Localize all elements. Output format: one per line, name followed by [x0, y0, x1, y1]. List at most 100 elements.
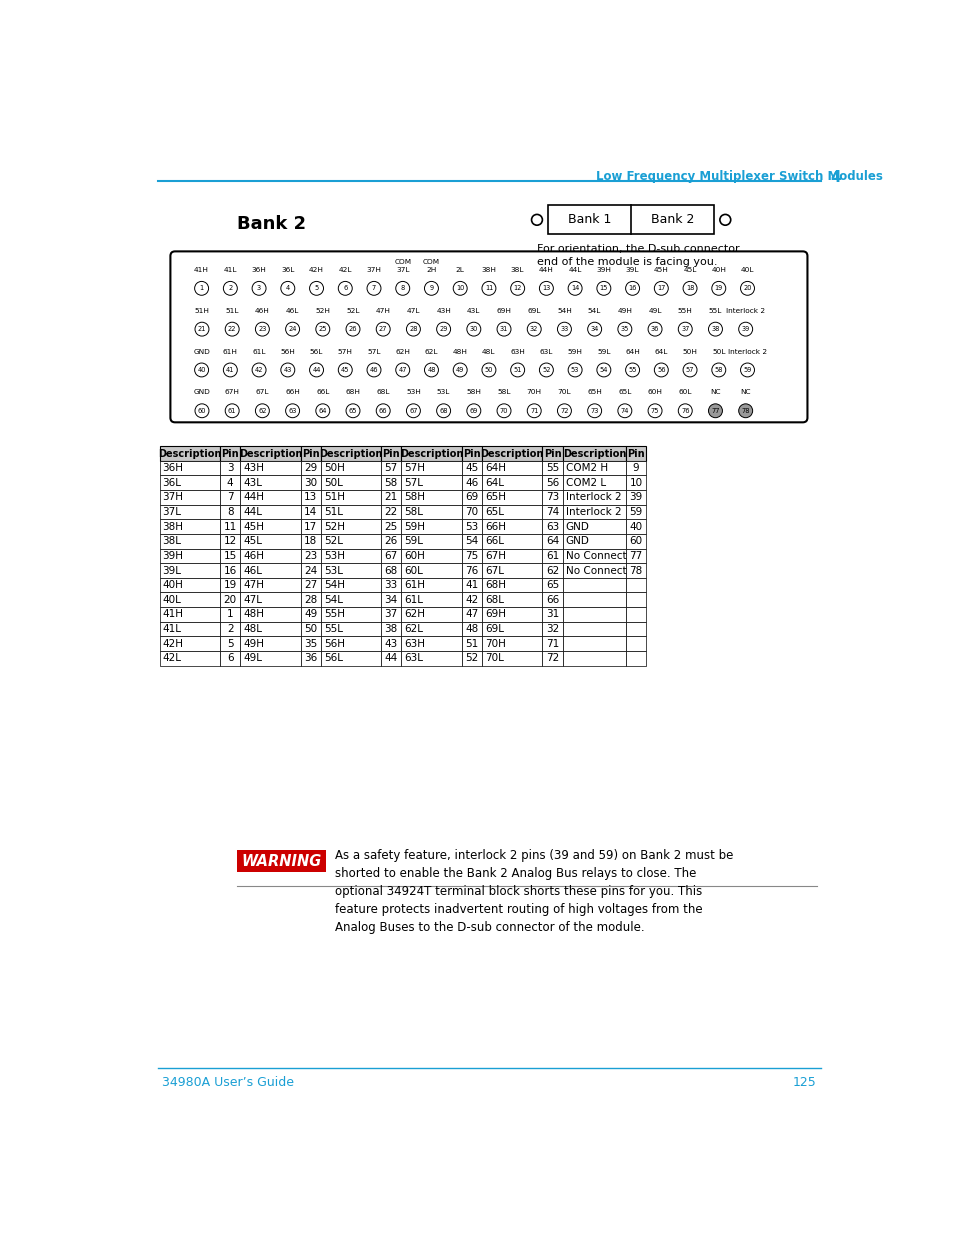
Text: 71: 71 — [545, 638, 558, 648]
Text: 66: 66 — [378, 408, 387, 414]
Circle shape — [285, 404, 299, 417]
Bar — [240, 651, 300, 666]
Bar — [159, 578, 220, 593]
Text: 47L: 47L — [406, 308, 419, 314]
Text: 73: 73 — [545, 493, 558, 503]
Text: Description: Description — [562, 448, 625, 458]
Text: 10: 10 — [629, 478, 642, 488]
Circle shape — [618, 404, 631, 417]
Bar — [220, 520, 240, 534]
Text: 42: 42 — [465, 595, 478, 605]
Text: 38L: 38L — [162, 536, 181, 546]
Bar — [461, 520, 481, 534]
Text: 60: 60 — [629, 536, 642, 546]
Bar — [625, 505, 645, 520]
Text: 49H: 49H — [617, 308, 632, 314]
Text: 67: 67 — [384, 551, 397, 561]
Text: 69: 69 — [465, 493, 478, 503]
Bar — [159, 505, 220, 520]
Text: GND: GND — [565, 521, 589, 531]
Text: 33: 33 — [559, 326, 568, 332]
Text: 40H: 40H — [162, 580, 183, 590]
Text: 43: 43 — [384, 638, 397, 648]
Text: 54H: 54H — [557, 308, 571, 314]
Bar — [542, 461, 562, 475]
Text: 125: 125 — [792, 1076, 816, 1089]
Text: 78: 78 — [740, 408, 749, 414]
Text: 13: 13 — [304, 493, 317, 503]
Text: 49: 49 — [456, 367, 464, 373]
Text: 42L: 42L — [162, 653, 181, 663]
Circle shape — [194, 322, 209, 336]
Text: 62H: 62H — [395, 348, 410, 354]
Bar — [220, 548, 240, 563]
Bar — [461, 636, 481, 651]
Text: 70H: 70H — [484, 638, 505, 648]
Text: 51L: 51L — [225, 308, 238, 314]
Circle shape — [682, 282, 697, 295]
Bar — [381, 563, 401, 578]
Text: Pin: Pin — [462, 448, 480, 458]
Bar — [481, 563, 542, 578]
Text: 47H: 47H — [243, 580, 264, 590]
Text: 39: 39 — [629, 493, 642, 503]
Bar — [401, 621, 461, 636]
Text: 65L: 65L — [484, 508, 503, 517]
Circle shape — [711, 282, 725, 295]
Text: 62: 62 — [545, 566, 558, 576]
Text: COM: COM — [394, 259, 411, 266]
Text: 60L: 60L — [404, 566, 423, 576]
Text: 37H: 37H — [162, 493, 184, 503]
Text: Pin: Pin — [627, 448, 644, 458]
Text: 66L: 66L — [315, 389, 329, 395]
Text: 66H: 66H — [285, 389, 299, 395]
Text: 23: 23 — [258, 326, 266, 332]
Text: 48L: 48L — [243, 624, 262, 634]
Bar — [401, 520, 461, 534]
Bar — [547, 205, 714, 235]
Text: COM: COM — [422, 259, 439, 266]
Bar — [240, 548, 300, 563]
Text: 60L: 60L — [678, 389, 691, 395]
Text: 48: 48 — [465, 624, 478, 634]
Text: 41H: 41H — [194, 267, 209, 273]
Circle shape — [538, 363, 553, 377]
Circle shape — [406, 404, 420, 417]
Text: 55L: 55L — [708, 308, 721, 314]
Text: 37L: 37L — [395, 267, 409, 273]
Text: 73: 73 — [590, 408, 598, 414]
Bar — [542, 608, 562, 621]
Circle shape — [395, 363, 409, 377]
Circle shape — [597, 282, 610, 295]
Circle shape — [280, 363, 294, 377]
Bar — [220, 651, 240, 666]
Text: 62L: 62L — [424, 348, 437, 354]
Text: 43H: 43H — [436, 308, 451, 314]
Circle shape — [338, 282, 352, 295]
Text: 52: 52 — [465, 653, 478, 663]
Bar — [159, 490, 220, 505]
Bar — [381, 520, 401, 534]
Text: 39H: 39H — [596, 267, 611, 273]
Text: 70: 70 — [499, 408, 508, 414]
Bar — [461, 593, 481, 608]
Circle shape — [740, 363, 754, 377]
Text: 9: 9 — [632, 463, 639, 473]
Text: 25: 25 — [384, 521, 397, 531]
Bar — [461, 490, 481, 505]
Text: 62H: 62H — [404, 609, 425, 620]
Circle shape — [597, 363, 610, 377]
Bar — [401, 593, 461, 608]
Text: 61L: 61L — [404, 595, 423, 605]
Text: 39L: 39L — [625, 267, 639, 273]
Circle shape — [538, 282, 553, 295]
Bar — [625, 651, 645, 666]
Text: 70L: 70L — [484, 653, 503, 663]
Circle shape — [223, 363, 237, 377]
Text: 4: 4 — [285, 285, 290, 291]
Circle shape — [194, 404, 209, 417]
Text: 69L: 69L — [484, 624, 503, 634]
Circle shape — [338, 363, 352, 377]
Circle shape — [309, 363, 323, 377]
Text: 53H: 53H — [406, 389, 420, 395]
